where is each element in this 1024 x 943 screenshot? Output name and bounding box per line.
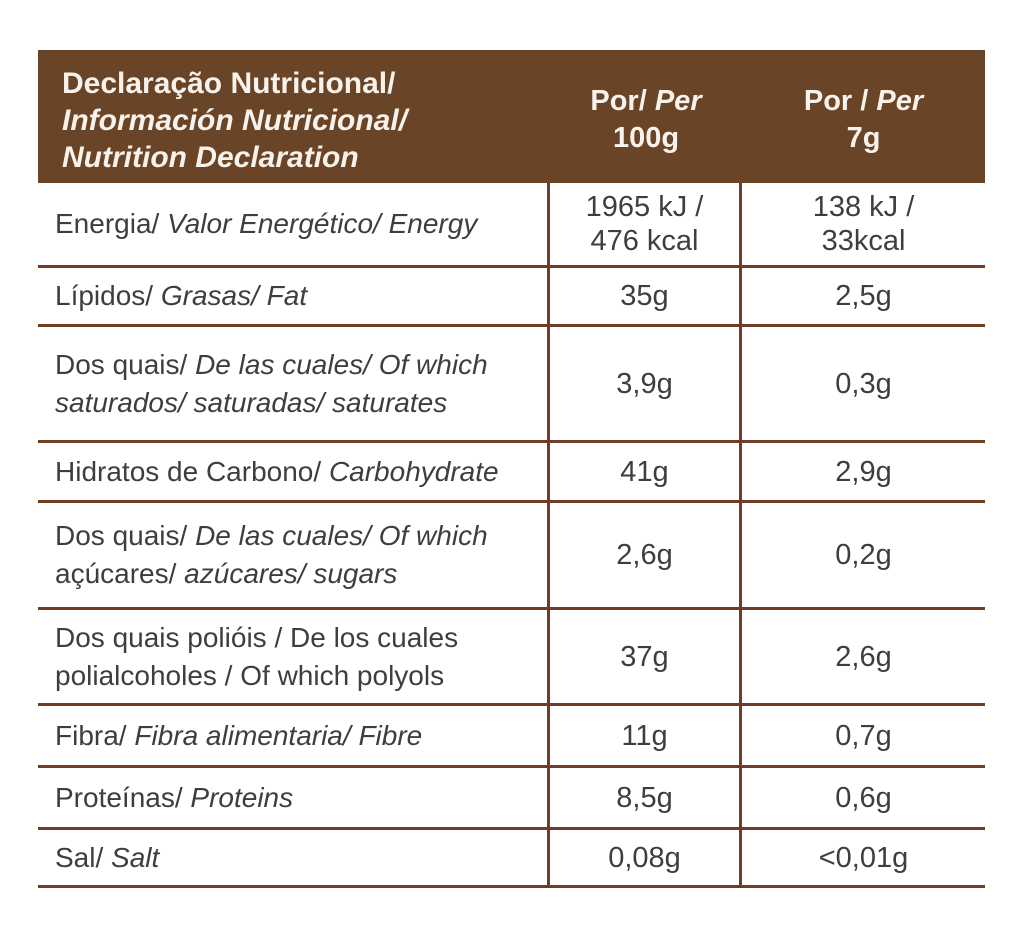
nutrient-label: Dos quais polióis / De los cuales polial… [55,619,542,695]
nutrient-label-cell: Dos quais/ De las cuales/ Of which açúca… [38,503,550,607]
table-title: Declaração Nutricional/ Información Nutr… [38,50,550,183]
value-line: 3,9g [616,367,673,400]
value-line: 0,6g [835,781,892,814]
per-100g-value-cell: 11g [550,706,742,765]
column-header-per-7g-line1: Por / Per [803,84,924,117]
value-line: 476 kcal [590,225,699,257]
nutrient-label-cell: Dos quais polióis / De los cuales polial… [38,610,550,703]
per-7g-value-cell: 2,5g [742,268,985,324]
column-header-per-100g-line2: 100g [612,121,680,154]
table-row: Proteínas/ Proteins 8,5g 0,6g [38,768,985,830]
table-title-line-es: Información Nutricional/ [62,104,408,137]
nutrient-label: Dos quais/ De las cuales/ Of which açúca… [55,517,542,593]
value-line: 8,5g [616,781,673,814]
nutrient-label-segment-italic: Proteins [190,781,294,813]
table-row: Dos quais/ De las cuales/ Of which açúca… [38,503,985,610]
nutrition-declaration-table: Declaração Nutricional/ Información Nutr… [38,50,985,888]
nutrient-label-segment-italic: Salt [111,841,160,873]
table-title-line-en: Nutrition Declaration [62,141,359,174]
value-line: <0,01g [818,841,909,874]
value-line: 138 kJ / [812,191,915,223]
value-line: 2,6g [616,539,673,571]
column-header-per-100g: Por/ Per 100g [550,50,742,183]
table-row: Sal/ Salt 0,08g <0,01g [38,830,985,888]
table-row: Dos quais/ De las cuales/ Of which satur… [38,327,985,443]
column-header-per-100g-line1: Por/ Per [590,84,702,117]
nutrient-label: Sal/ Salt [55,839,542,877]
per-100g-value-cell: 8,5g [550,768,742,827]
nutrient-label-segment: Dos quais/ [55,348,196,380]
value-line: 37g [620,640,669,673]
nutrient-label-segment: Proteínas/ [55,781,191,813]
nutrient-label-cell: Fibra/ Fibra alimentaria/ Fibre [38,706,550,765]
per-7g-value-cell: 0,7g [742,706,985,765]
nutrient-label-segment: Dos quais/ [55,520,196,551]
nutrient-label: Proteínas/ Proteins [55,779,542,817]
nutrient-label-segment-italic: De las cuales/ Of which saturados/ satur… [55,348,488,418]
nutrient-label-segment: Hidratos de Carbono/ [55,455,329,487]
nutrient-label-cell: Dos quais/ De las cuales/ Of which satur… [38,327,550,440]
nutrient-label: Hidratos de Carbono/ Carbohydrate [55,453,542,491]
per-7g-value-cell: 2,9g [742,443,985,500]
value-line: 0,7g [835,719,892,752]
nutrient-label: Energia/ Valor Energético/ Energy [55,205,542,243]
value-line: 0,3g [835,367,892,400]
table-header: Declaração Nutricional/ Información Nutr… [38,50,985,183]
nutrient-label-segment-italic: Fibra alimentaria/ Fibre [134,719,423,751]
value-line: 2,5g [835,280,892,312]
nutrient-label-segment: Energia/ [55,208,168,239]
value-line: 1965 kJ / [585,191,704,223]
value-line: 0,08g [608,841,681,874]
per-100g-value-cell: 2,6g [550,503,742,607]
nutrient-label-segment-italic: azúcares/ sugars [184,558,398,589]
per-7g-value-cell: 138 kJ /33kcal [742,183,985,265]
value-line: 11g [621,719,668,752]
table-row: Hidratos de Carbono/ Carbohydrate 41g 2,… [38,443,985,503]
column-header-per-7g: Por / Per 7g [742,50,985,183]
table-row: Fibra/ Fibra alimentaria/ Fibre 11g 0,7g [38,706,985,768]
value-line: 33kcal [821,225,906,257]
table-row: Energia/ Valor Energético/ Energy 1965 k… [38,183,985,268]
value-line: 35g [620,280,669,312]
nutrient-label-segment: Fibra/ [55,719,135,751]
per-7g-value-cell: 2,6g [742,610,985,703]
table-row: Lípidos/ Grasas/ Fat 35g 2,5g [38,268,985,327]
nutrient-label-segment-italic: De las cuales/ Of which [195,520,488,551]
nutrient-label: Dos quais/ De las cuales/ Of which satur… [55,346,542,422]
per-100g-value-cell: 37g [550,610,742,703]
nutrient-label-segment-italic: Carbohydrate [328,455,499,487]
table-title-line-pt: Declaração Nutricional/ [62,67,396,100]
nutrient-label-cell: Hidratos de Carbono/ Carbohydrate [38,443,550,500]
nutrient-label-segment: Lípidos/ [55,280,161,311]
value-line: 2,9g [835,455,892,488]
per-100g-value-cell: 0,08g [550,830,742,885]
per-100g-value-cell: 35g [550,268,742,324]
nutrient-label: Fibra/ Fibra alimentaria/ Fibre [55,717,542,755]
value-line: 2,6g [835,640,892,673]
table-body: Energia/ Valor Energético/ Energy 1965 k… [38,183,985,888]
nutrient-label-cell: Proteínas/ Proteins [38,768,550,827]
nutrient-label-segment: Dos quais polióis / De los cuales polial… [55,621,459,691]
per-100g-value-cell: 1965 kJ /476 kcal [550,183,742,265]
nutrient-label-segment-italic: Grasas/ Fat [160,280,308,311]
per-100g-value-cell: 3,9g [550,327,742,440]
table-row: Dos quais polióis / De los cuales polial… [38,610,985,706]
nutrient-label: Lípidos/ Grasas/ Fat [55,277,542,315]
column-header-per-7g-line2: 7g [846,121,881,154]
per-7g-value-cell: <0,01g [742,830,985,885]
value-line: 41g [620,455,669,488]
per-7g-value-cell: 0,3g [742,327,985,440]
nutrient-label-cell: Sal/ Salt [38,830,550,885]
nutrient-label-segment: açúcares/ [55,558,185,589]
nutrient-label-segment: Sal/ [55,841,112,873]
per-100g-value-cell: 41g [550,443,742,500]
per-7g-value-cell: 0,2g [742,503,985,607]
value-line: 0,2g [835,539,892,571]
nutrient-label-cell: Energia/ Valor Energético/ Energy [38,183,550,265]
nutrient-label-segment-italic: Valor Energético/ Energy [167,208,478,239]
per-7g-value-cell: 0,6g [742,768,985,827]
nutrient-label-cell: Lípidos/ Grasas/ Fat [38,268,550,324]
